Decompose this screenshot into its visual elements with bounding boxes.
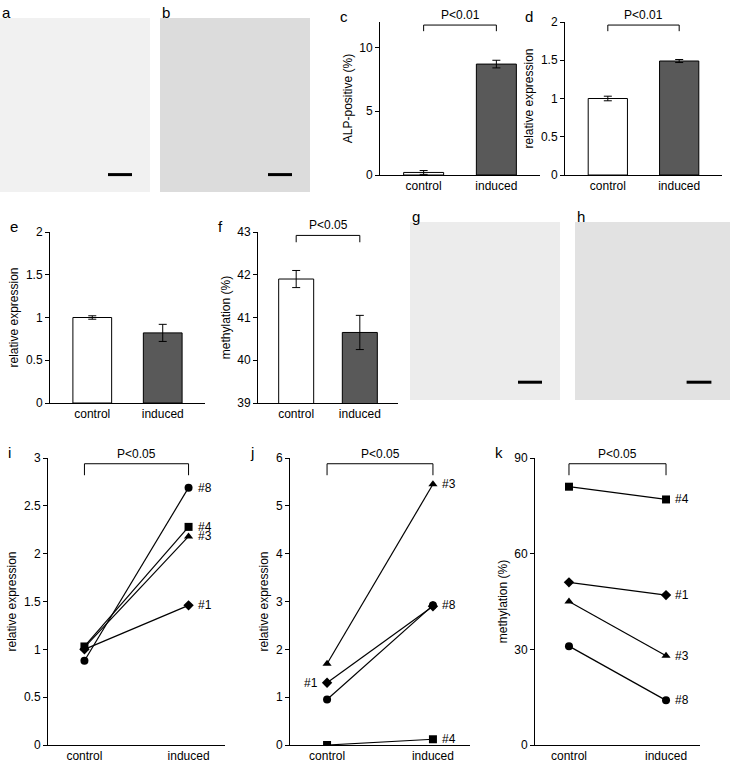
svg-text:2: 2 [36,225,43,239]
svg-text:60: 60 [514,547,528,561]
svg-text:0: 0 [521,738,528,752]
svg-text:#1: #1 [675,588,689,602]
svg-text:relative expression: relative expression [522,48,536,148]
svg-text:P<0.05: P<0.05 [117,447,156,461]
svg-text:6: 6 [276,451,283,465]
svg-text:i: i [8,444,11,461]
svg-text:0: 0 [366,168,373,182]
svg-text:control: control [66,749,102,763]
svg-text:#1: #1 [304,676,318,690]
svg-text:methylation (%): methylation (%) [219,276,233,359]
svg-text:43: 43 [237,225,251,239]
svg-text:c: c [340,8,348,25]
svg-text:41: 41 [237,311,251,325]
svg-text:P<0.01: P<0.01 [624,8,663,22]
svg-text:#4: #4 [198,520,212,534]
svg-text:3: 3 [276,595,283,609]
svg-text:40: 40 [237,353,251,367]
svg-text:induced: induced [412,749,454,763]
svg-text:f: f [218,218,223,235]
svg-text:control: control [590,179,626,193]
svg-text:#3: #3 [442,477,456,491]
svg-text:e: e [10,218,18,235]
svg-text:control: control [551,749,587,763]
svg-text:induced: induced [339,407,381,421]
svg-text:2: 2 [276,643,283,657]
svg-text:1.5: 1.5 [24,595,41,609]
svg-text:3: 3 [34,451,41,465]
svg-text:induced: induced [475,179,517,193]
svg-text:#3: #3 [198,529,212,543]
svg-text:a: a [2,4,11,21]
svg-text:#3: #3 [675,649,689,663]
svg-text:2: 2 [34,547,41,561]
svg-text:induced: induced [142,407,184,421]
svg-text:42: 42 [237,268,251,282]
svg-text:2: 2 [551,15,558,29]
svg-text:#1: #1 [198,598,212,612]
svg-text:2.5: 2.5 [24,499,41,513]
svg-text:relative expression: relative expression [7,267,21,367]
svg-text:#4: #4 [442,732,456,746]
svg-text:1: 1 [276,690,283,704]
svg-text:1.5: 1.5 [541,53,558,67]
svg-text:5: 5 [366,104,373,118]
svg-text:39: 39 [237,396,251,410]
svg-text:1: 1 [34,643,41,657]
svg-text:5: 5 [276,499,283,513]
svg-text:control: control [74,407,110,421]
svg-text:control: control [278,407,314,421]
svg-text:0.5: 0.5 [26,353,43,367]
svg-text:P<0.05: P<0.05 [598,447,637,461]
svg-text:j: j [250,444,254,461]
svg-text:1.5: 1.5 [26,268,43,282]
svg-text:b: b [162,4,170,21]
svg-text:ALP-positive (%): ALP-positive (%) [341,54,355,143]
svg-text:1: 1 [551,92,558,106]
svg-text:g: g [412,208,420,225]
svg-text:#4: #4 [675,492,689,506]
svg-text:0.5: 0.5 [24,690,41,704]
svg-text:30: 30 [514,643,528,657]
svg-text:4: 4 [276,547,283,561]
svg-text:control: control [406,179,442,193]
svg-text:#8: #8 [442,598,456,612]
svg-text:10: 10 [359,41,373,55]
svg-text:0.5: 0.5 [541,130,558,144]
svg-text:1: 1 [36,311,43,325]
svg-text:0: 0 [36,396,43,410]
svg-text:0: 0 [276,738,283,752]
svg-text:relative expression: relative expression [257,551,271,651]
svg-text:0: 0 [551,168,558,182]
svg-text:#8: #8 [198,481,212,495]
svg-text:P<0.05: P<0.05 [309,218,348,232]
svg-text:k: k [495,444,503,461]
svg-text:control: control [309,749,345,763]
svg-text:induced: induced [658,179,700,193]
svg-text:relative expression: relative expression [5,551,19,651]
svg-text:methylation (%): methylation (%) [496,560,510,643]
svg-text:0: 0 [34,738,41,752]
svg-text:P<0.05: P<0.05 [361,447,400,461]
svg-text:d: d [525,8,533,25]
svg-text:induced: induced [168,749,210,763]
svg-text:90: 90 [514,451,528,465]
svg-text:h: h [577,208,585,225]
svg-text:induced: induced [645,749,687,763]
svg-text:#8: #8 [675,693,689,707]
svg-text:P<0.01: P<0.01 [441,8,480,22]
